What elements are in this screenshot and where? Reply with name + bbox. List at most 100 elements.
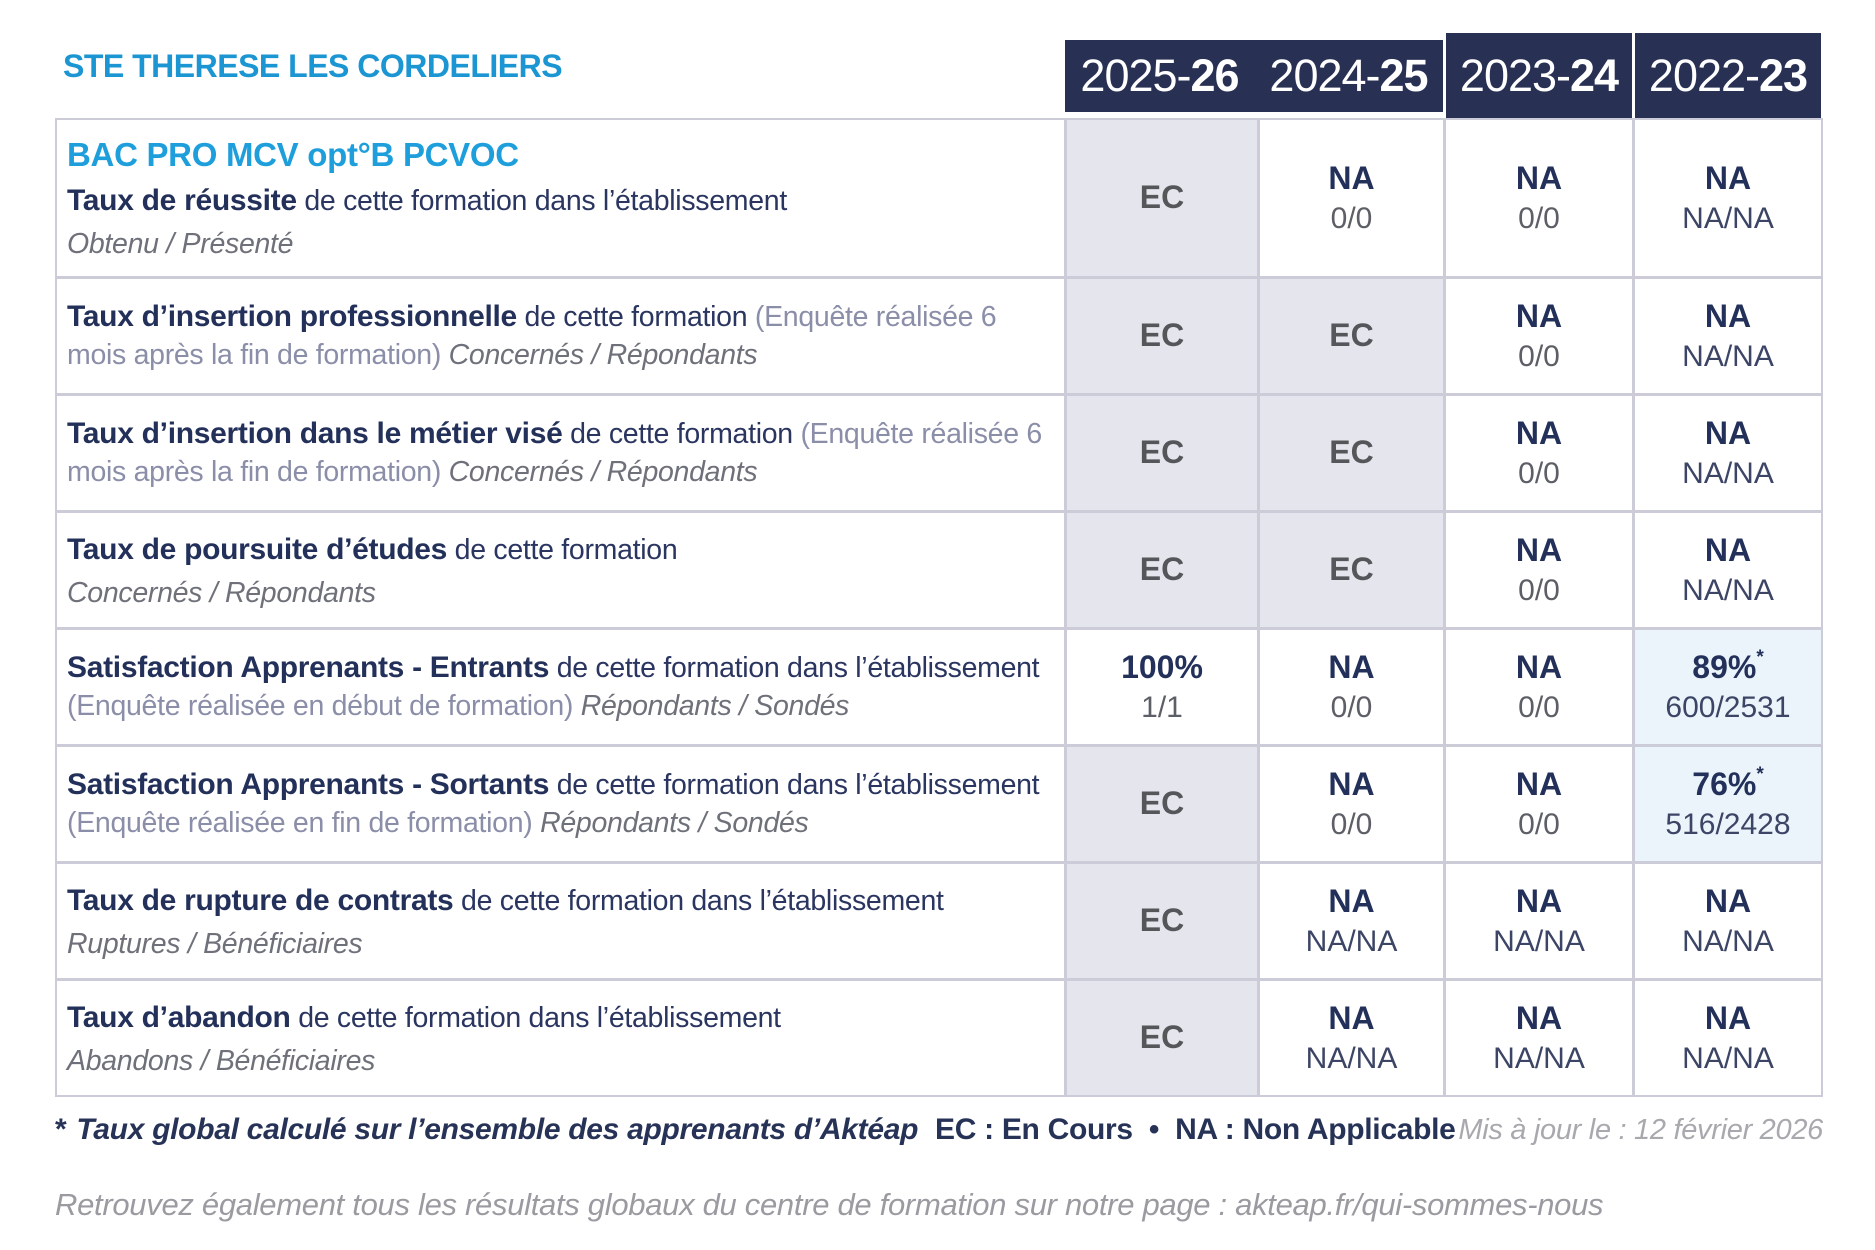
cell-main-value: 100% bbox=[1121, 648, 1203, 685]
value-cell: EC bbox=[1067, 981, 1257, 1095]
year-bold: 24 bbox=[1570, 49, 1619, 101]
value-cell: NA NA/NA bbox=[1446, 981, 1632, 1095]
asterisk-marker: * bbox=[55, 1113, 67, 1146]
value-cell: NA NA/NA bbox=[1635, 396, 1821, 510]
value-cell: NA NA/NA bbox=[1635, 279, 1821, 393]
value-cell: NA 0/0 bbox=[1446, 120, 1632, 276]
cell-main-value: EC bbox=[1139, 902, 1185, 939]
value-cell: NA 0/0 bbox=[1446, 513, 1632, 627]
row-label-segment: de cette formation dans l’établissement bbox=[290, 1001, 781, 1034]
results-sheet: STE THERESE LES CORDELIERS 2025-26 2024-… bbox=[55, 33, 1823, 1223]
last-updated: Mis à jour le : 12 février 2026 bbox=[1458, 1114, 1823, 1146]
asterisk-marker: * bbox=[1756, 764, 1764, 786]
value-cell: EC bbox=[1067, 120, 1257, 276]
row-label-text: Taux de réussite de cette formation dans… bbox=[67, 181, 1044, 221]
cell-sub-value: 0/0 bbox=[1518, 574, 1560, 608]
value-cell: NA NA/NA bbox=[1446, 864, 1632, 978]
row-sublabel: Concernés / Répondants bbox=[67, 576, 376, 609]
cell-sub-value: 0/0 bbox=[1330, 691, 1373, 725]
cell-sub-value: NA/NA bbox=[1493, 1042, 1585, 1076]
value-cell: NA NA/NA bbox=[1635, 981, 1821, 1095]
value-cell: NA 0/0 bbox=[1446, 747, 1632, 861]
year-header-block-2022-23: 2022-23 bbox=[1635, 33, 1821, 118]
row-sublabel: Obtenu / Présenté bbox=[67, 228, 294, 261]
cell-main-value: NA bbox=[1515, 765, 1563, 802]
cell-sub-value: 600/2531 bbox=[1665, 691, 1791, 725]
year-column-2025-26: 2025-26 bbox=[1065, 50, 1254, 102]
year-column-2022-23: 2022-23 bbox=[1649, 50, 1808, 102]
row-label-text: Satisfaction Apprenants - Sortants de ce… bbox=[67, 765, 1044, 843]
value-cell: 100% 1/1 bbox=[1067, 630, 1257, 744]
row-label: Taux de poursuite d’études de cette form… bbox=[57, 513, 1064, 627]
abbreviation-legend: EC : En Cours • NA : Non Applicable bbox=[935, 1113, 1456, 1146]
row-label-segment: Taux de rupture de contrats bbox=[67, 883, 454, 917]
value-cell: NA 0/0 bbox=[1260, 747, 1443, 861]
row-label-segment: (Enquête réalisée 6 mois après la fin de… bbox=[67, 301, 997, 371]
row-label-text: Taux d’abandon de cette formation dans l… bbox=[67, 998, 1044, 1038]
results-table: BAC PRO MCV opt°B PCVOC Taux de réussite … bbox=[55, 118, 1823, 1097]
cell-sub-value: 0/0 bbox=[1518, 808, 1560, 842]
row-label-segment: de cette formation bbox=[447, 533, 678, 566]
row-label: Taux d’insertion dans le métier visé de … bbox=[57, 396, 1064, 510]
value-cell: EC bbox=[1067, 747, 1257, 861]
row-label-segment: Répondants / Sondés bbox=[532, 807, 809, 839]
cell-main-value: EC bbox=[1139, 317, 1185, 354]
cell-sub-value: NA/NA bbox=[1305, 1042, 1398, 1076]
row-label-segment: de cette formation dans l’établissement bbox=[549, 769, 1040, 802]
cell-main-value: NA bbox=[1515, 159, 1563, 196]
value-cell: NA NA/NA bbox=[1635, 513, 1821, 627]
row-label: Satisfaction Apprenants - Entrants de ce… bbox=[57, 630, 1064, 744]
value-cell: NA 0/0 bbox=[1260, 630, 1443, 744]
cell-sub-value: 0/0 bbox=[1518, 691, 1560, 725]
school-name: STE THERESE LES CORDELIERS bbox=[63, 48, 563, 84]
cell-main-value: NA bbox=[1515, 999, 1563, 1036]
row-label-segment: Taux d’abandon bbox=[67, 1000, 291, 1034]
year-column-2023-24: 2023-24 bbox=[1460, 49, 1619, 102]
value-cell: EC bbox=[1067, 513, 1257, 627]
row-label-segment: de cette formation dans l’établissement bbox=[549, 652, 1040, 685]
row-label-text: Taux d’insertion dans le métier visé de … bbox=[67, 414, 1044, 492]
cell-main-value: NA bbox=[1704, 531, 1752, 568]
year-prefix: 2025- bbox=[1080, 50, 1191, 101]
footnote-row: * Taux global calculé sur l’ensemble des … bbox=[55, 1113, 1823, 1147]
global-results-note: Retrouvez également tous les résultats g… bbox=[55, 1187, 1604, 1222]
cell-sub-value: 0/0 bbox=[1518, 202, 1560, 236]
cell-sub-value: NA/NA bbox=[1682, 1042, 1774, 1076]
cell-main-value: NA bbox=[1704, 999, 1752, 1036]
value-cell: 76%* 516/2428 bbox=[1635, 747, 1821, 861]
year-column-2024-25: 2024-25 bbox=[1254, 50, 1443, 102]
row-label-segment: Concernés / Répondants bbox=[441, 339, 758, 371]
year-prefix: 2024- bbox=[1269, 50, 1380, 101]
row-label-segment: (Enquête réalisée 6 mois après la fin de… bbox=[67, 418, 1042, 488]
row-label-segment: de cette formation dans l’établissement bbox=[296, 185, 787, 218]
cell-main-value: NA bbox=[1328, 999, 1375, 1036]
row-label-segment: Taux de réussite bbox=[67, 184, 297, 218]
year-bold: 25 bbox=[1379, 50, 1429, 101]
row-label-segment: Concernés / Répondants bbox=[441, 456, 758, 488]
row-label-segment: (Enquête réalisée en début de formation) bbox=[67, 690, 574, 722]
cell-main-value: 89%* bbox=[1692, 647, 1764, 685]
value-cell: NA NA/NA bbox=[1635, 864, 1821, 978]
cell-sub-value: 0/0 bbox=[1518, 340, 1560, 374]
value-cell: EC bbox=[1260, 513, 1443, 627]
value-cell: NA NA/NA bbox=[1260, 864, 1443, 978]
row-label: BAC PRO MCV opt°B PCVOC Taux de réussite … bbox=[57, 120, 1064, 276]
year-header-block-recent: 2025-26 2024-25 bbox=[1065, 40, 1443, 112]
cell-main-value: NA bbox=[1328, 882, 1375, 919]
cell-sub-value: NA/NA bbox=[1682, 574, 1774, 608]
value-cell: EC bbox=[1067, 279, 1257, 393]
cell-main-value: EC bbox=[1139, 785, 1185, 822]
row-label-segment: Taux d’insertion dans le métier visé bbox=[67, 417, 563, 451]
cell-main-value: NA bbox=[1328, 159, 1375, 196]
cell-main-value: EC bbox=[1329, 551, 1374, 588]
cell-sub-value: 1/1 bbox=[1141, 691, 1183, 725]
row-label-segment: (Enquête réalisée en fin de formation) bbox=[67, 807, 533, 839]
cell-main-value: NA bbox=[1515, 414, 1563, 451]
footnote-text: Taux global calculé sur l’ensemble des a… bbox=[76, 1113, 919, 1146]
row-label-text: Taux de poursuite d’études de cette form… bbox=[67, 530, 1044, 570]
program-title: BAC PRO MCV opt°B PCVOC bbox=[67, 135, 519, 173]
cell-main-value: NA bbox=[1515, 648, 1563, 685]
table-header: STE THERESE LES CORDELIERS 2025-26 2024-… bbox=[55, 33, 1823, 118]
row-label: Taux d’insertion professionnelle de cett… bbox=[57, 279, 1064, 393]
row-sublabel: Ruptures / Bénéficiaires bbox=[67, 927, 363, 960]
